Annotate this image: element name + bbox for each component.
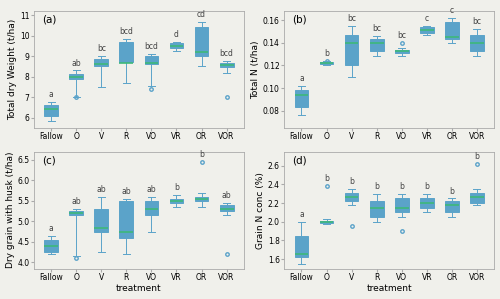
Text: b: b xyxy=(474,152,480,161)
Y-axis label: Dry grain with husk (t/ha): Dry grain with husk (t/ha) xyxy=(6,152,15,269)
PathPatch shape xyxy=(70,74,83,79)
Text: bc: bc xyxy=(372,24,381,33)
PathPatch shape xyxy=(420,27,434,33)
Text: b: b xyxy=(174,183,179,192)
Text: a: a xyxy=(49,90,54,99)
Text: c: c xyxy=(424,14,429,23)
Text: c: c xyxy=(450,6,454,15)
Text: ab: ab xyxy=(96,185,106,194)
Text: b: b xyxy=(324,49,329,58)
Text: a: a xyxy=(299,210,304,219)
Text: (c): (c) xyxy=(42,155,56,165)
Y-axis label: Total N (t/ha): Total N (t/ha) xyxy=(251,40,260,99)
Text: bc: bc xyxy=(347,14,356,23)
Text: d: d xyxy=(174,30,179,39)
PathPatch shape xyxy=(320,62,334,64)
Text: bcd: bcd xyxy=(144,42,158,51)
PathPatch shape xyxy=(94,59,108,66)
Text: a: a xyxy=(49,224,54,233)
PathPatch shape xyxy=(395,199,408,213)
Text: bcd: bcd xyxy=(220,49,234,58)
Text: ab: ab xyxy=(146,185,156,194)
Text: b: b xyxy=(400,182,404,191)
PathPatch shape xyxy=(320,221,334,223)
Text: b: b xyxy=(199,150,204,159)
Y-axis label: Grain N conc (%): Grain N conc (%) xyxy=(256,172,265,248)
PathPatch shape xyxy=(194,197,208,201)
PathPatch shape xyxy=(170,43,183,48)
PathPatch shape xyxy=(470,193,484,203)
Text: b: b xyxy=(374,182,379,191)
X-axis label: treatment: treatment xyxy=(116,284,162,293)
Text: ab: ab xyxy=(72,197,81,206)
PathPatch shape xyxy=(94,209,108,232)
PathPatch shape xyxy=(294,236,308,257)
PathPatch shape xyxy=(44,240,58,252)
PathPatch shape xyxy=(395,50,408,53)
Text: bc: bc xyxy=(97,44,106,53)
Text: b: b xyxy=(324,174,329,183)
PathPatch shape xyxy=(445,22,458,39)
Text: ab: ab xyxy=(72,59,81,68)
Text: cd: cd xyxy=(197,10,206,19)
PathPatch shape xyxy=(120,42,133,62)
PathPatch shape xyxy=(194,28,208,56)
Text: ab: ab xyxy=(122,187,131,196)
PathPatch shape xyxy=(344,193,358,201)
PathPatch shape xyxy=(70,211,83,215)
PathPatch shape xyxy=(420,199,434,208)
PathPatch shape xyxy=(445,201,458,213)
X-axis label: treatment: treatment xyxy=(366,284,412,293)
Text: bc: bc xyxy=(397,31,406,40)
PathPatch shape xyxy=(120,201,133,238)
PathPatch shape xyxy=(344,35,358,65)
PathPatch shape xyxy=(470,35,484,51)
PathPatch shape xyxy=(370,201,384,217)
PathPatch shape xyxy=(44,105,58,115)
Text: (b): (b) xyxy=(292,15,307,25)
PathPatch shape xyxy=(294,90,308,107)
PathPatch shape xyxy=(144,56,158,64)
PathPatch shape xyxy=(144,201,158,215)
PathPatch shape xyxy=(220,205,234,211)
Text: bc: bc xyxy=(472,17,482,26)
Text: (d): (d) xyxy=(292,155,307,165)
Y-axis label: Total dry Weight (t/ha): Total dry Weight (t/ha) xyxy=(8,19,17,120)
Text: a: a xyxy=(299,74,304,83)
Text: b: b xyxy=(424,182,429,191)
Text: (a): (a) xyxy=(42,15,56,25)
Text: b: b xyxy=(349,177,354,186)
PathPatch shape xyxy=(370,39,384,51)
Text: b: b xyxy=(450,187,454,196)
Text: bcd: bcd xyxy=(120,27,134,36)
Text: ab: ab xyxy=(222,191,232,200)
PathPatch shape xyxy=(220,63,234,67)
PathPatch shape xyxy=(170,199,183,203)
